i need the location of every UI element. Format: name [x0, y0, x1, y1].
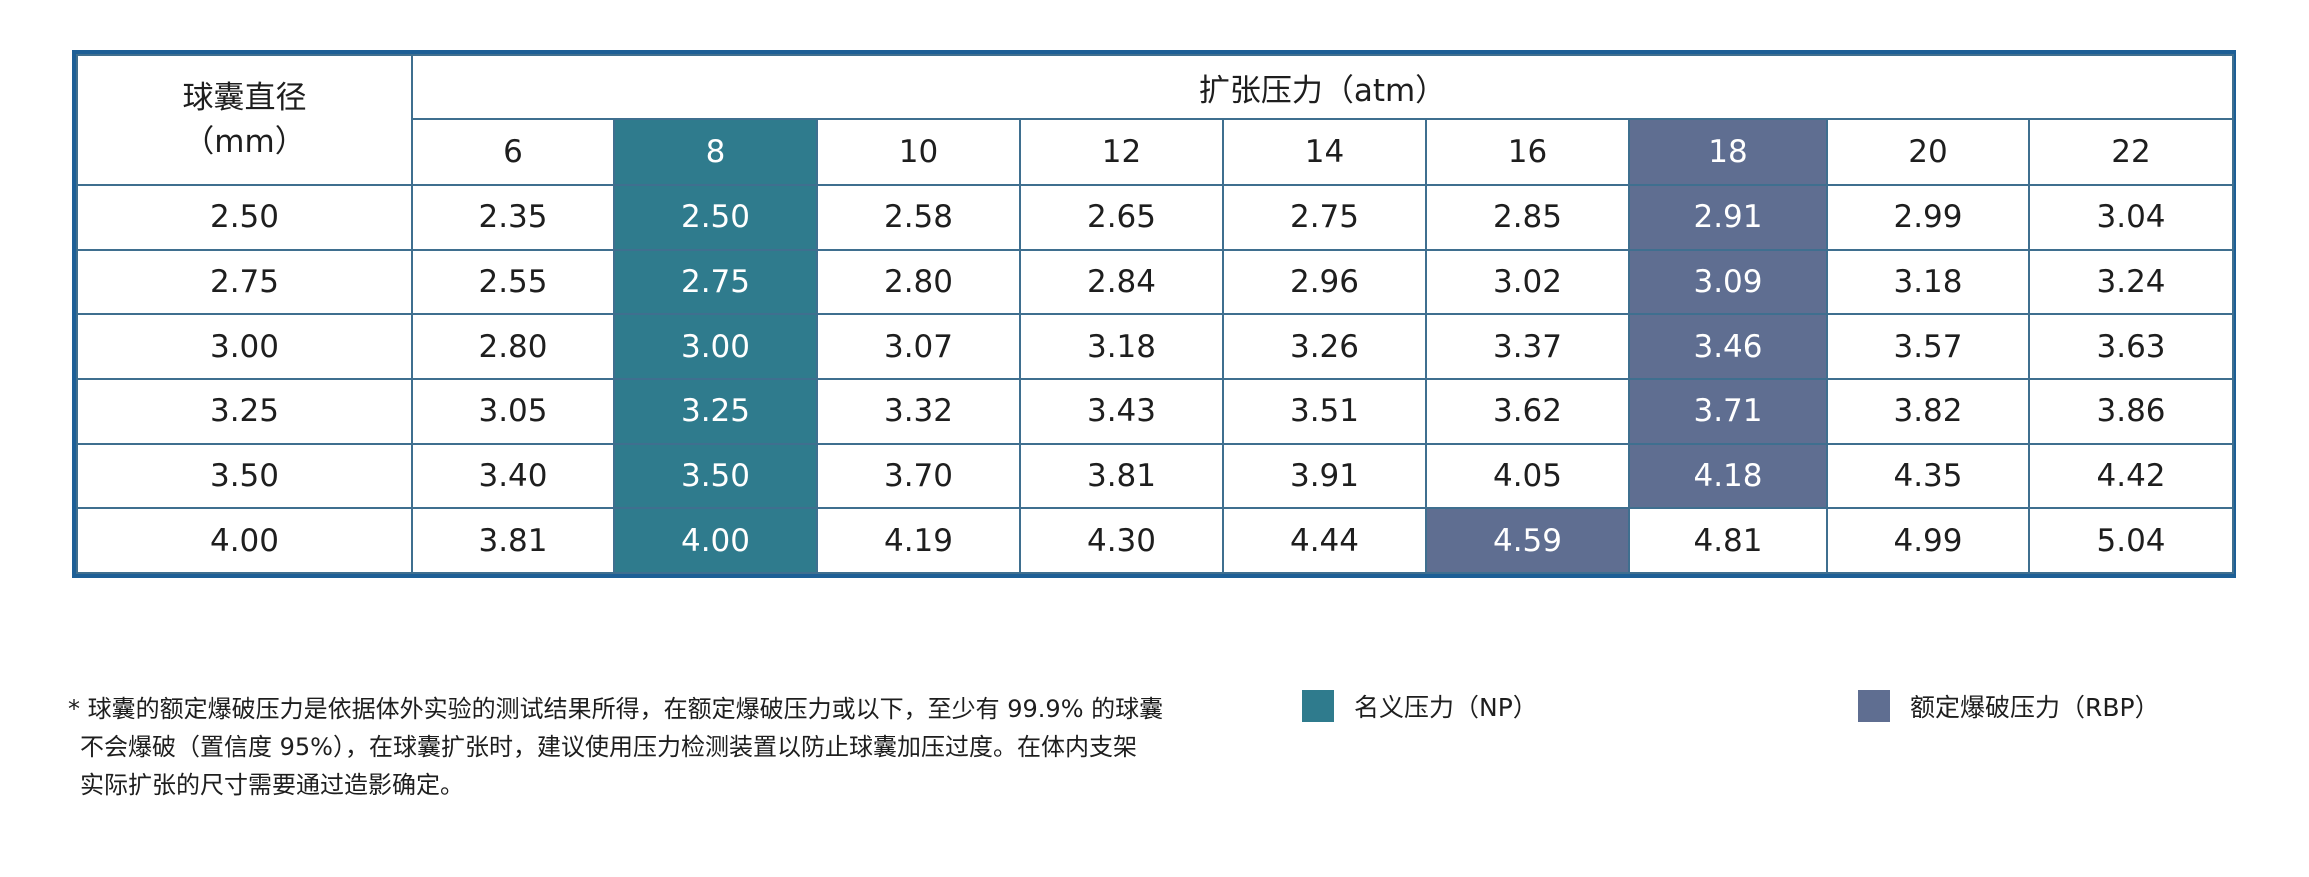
table-cell: 3.82 [1826, 377, 2030, 445]
row-diameter: 2.75 [76, 248, 413, 316]
pressure-header-14: 14 [1222, 118, 1427, 186]
pressure-header-6: 6 [411, 118, 615, 186]
footnote-line-3: 实际扩张的尺寸需要通过造影确定。 [80, 771, 464, 799]
table-cell: 3.26 [1222, 313, 1427, 380]
table-cell: 3.81 [411, 507, 615, 574]
table-cell-rbp: 4.59 [1425, 507, 1630, 574]
legend-rbp: 额定爆破压力（RBP） [1858, 688, 2160, 724]
table-cell: 4.44 [1222, 507, 1427, 574]
table-cell: 3.24 [2027, 248, 2235, 316]
pressure-header-12: 12 [1019, 118, 1224, 186]
table-cell: 2.84 [1019, 248, 1224, 316]
table-cell: 3.86 [2027, 377, 2235, 445]
pressure-header-16: 16 [1425, 118, 1630, 186]
table-cell-rbp: 3.09 [1628, 248, 1828, 316]
table-cell: 4.19 [816, 507, 1021, 574]
table-cell-rbp: 3.71 [1628, 377, 1828, 445]
table-cell: 3.07 [816, 313, 1021, 380]
diameter-label: 球囊直径 [182, 80, 307, 116]
table-cell: 4.35 [1826, 442, 2030, 510]
table-row: 2.75 2.55 2.75 2.80 2.84 2.96 3.02 3.09 … [76, 248, 2235, 316]
legend-rbp-label: 额定爆破压力（RBP） [1910, 693, 2160, 722]
row-diameter: 3.00 [76, 313, 413, 380]
table-cell: 3.63 [2027, 313, 2235, 380]
table-row: 3.50 3.40 3.50 3.70 3.81 3.91 4.05 4.18 … [76, 442, 2235, 510]
table-cell: 3.32 [816, 377, 1021, 445]
table-cell: 2.99 [1826, 184, 2030, 251]
table-cell: 3.51 [1222, 377, 1427, 445]
table-cell-np: 3.25 [613, 377, 818, 445]
table-cell: 3.81 [1019, 442, 1224, 510]
table-cell: 3.40 [411, 442, 615, 510]
table-cell: 2.85 [1425, 184, 1630, 251]
table-cell: 3.70 [816, 442, 1021, 510]
table-row: 3.25 3.05 3.25 3.32 3.43 3.51 3.62 3.71 … [76, 377, 2235, 445]
row-diameter: 4.00 [76, 507, 413, 574]
pressure-header-8-np: 8 [613, 118, 818, 186]
row-diameter: 3.50 [76, 442, 413, 510]
table-cell: 2.58 [816, 184, 1021, 251]
table-cell-np: 3.50 [613, 442, 818, 510]
footnote: * 球囊的额定爆破压力是依据体外实验的测试结果所得，在额定爆破压力或以下，至少有… [68, 690, 1238, 804]
table-row: 4.00 3.81 4.00 4.19 4.30 4.44 4.59 4.81 … [76, 507, 2235, 574]
rbp-swatch-icon [1858, 690, 1890, 722]
table-cell: 2.65 [1019, 184, 1224, 251]
pressure-header-20: 20 [1826, 118, 2030, 186]
row-diameter: 2.50 [76, 184, 413, 251]
pressure-header-row: 6 8 10 12 14 16 18 20 22 [77, 118, 2235, 186]
table-cell: 4.99 [1826, 507, 2030, 574]
np-swatch-icon [1302, 690, 1334, 722]
pressure-group-header: 扩张压力（atm） [410, 54, 2235, 120]
table-cell: 3.91 [1222, 442, 1427, 510]
table-cell-rbp: 2.91 [1628, 184, 1828, 251]
legend-np-label: 名义压力（NP） [1354, 693, 1538, 722]
footnote-line-2: 不会爆破（置信度 95%），在球囊扩张时，建议使用压力检测装置以防止球囊加压过度… [80, 733, 1137, 761]
table-cell: 5.04 [2027, 507, 2235, 574]
table-row: 3.00 2.80 3.00 3.07 3.18 3.26 3.37 3.46 … [76, 313, 2235, 380]
pressure-header-22: 22 [2027, 118, 2235, 186]
table-cell-np: 4.00 [613, 507, 818, 574]
table-row: 2.50 2.35 2.50 2.58 2.65 2.75 2.85 2.91 … [76, 184, 2235, 251]
table-cell: 3.04 [2027, 184, 2235, 251]
table-cell-np: 2.75 [613, 248, 818, 316]
table-cell: 2.35 [411, 184, 615, 251]
table-cell-rbp: 3.46 [1628, 313, 1828, 380]
footnote-line-1: * 球囊的额定爆破压力是依据体外实验的测试结果所得，在额定爆破压力或以下，至少有… [68, 695, 1164, 723]
row-diameter: 3.25 [76, 377, 413, 445]
table-cell: 4.30 [1019, 507, 1224, 574]
table-cell: 4.42 [2027, 442, 2235, 510]
table-cell: 3.05 [411, 377, 615, 445]
legend-np: 名义压力（NP） [1302, 688, 1538, 724]
diameter-column-header: 球囊直径 （mm） [76, 54, 413, 186]
pressure-header-10: 10 [816, 118, 1021, 186]
compliance-table: 球囊直径 （mm） 扩张压力（atm） 6 8 10 12 14 16 18 2… [76, 54, 2235, 574]
table-cell: 3.43 [1019, 377, 1224, 445]
table-cell: 2.96 [1222, 248, 1427, 316]
table-cell: 3.02 [1425, 248, 1630, 316]
table-cell: 3.18 [1019, 313, 1224, 380]
diameter-unit: （mm） [183, 124, 306, 160]
table-cell-rbp: 4.18 [1628, 442, 1828, 510]
compliance-table-frame: 球囊直径 （mm） 扩张压力（atm） 6 8 10 12 14 16 18 2… [72, 50, 2236, 578]
table-cell: 3.18 [1826, 248, 2030, 316]
table-cell: 2.80 [816, 248, 1021, 316]
table-cell: 4.81 [1628, 507, 1828, 574]
table-cell: 3.62 [1425, 377, 1630, 445]
table-cell-np: 2.50 [613, 184, 818, 251]
table-cell: 2.75 [1222, 184, 1427, 251]
table-cell: 4.05 [1425, 442, 1630, 510]
table-cell: 2.80 [411, 313, 615, 380]
table-cell: 2.55 [411, 248, 615, 316]
pressure-header-18-rbp: 18 [1628, 118, 1828, 186]
table-cell-np: 3.00 [613, 313, 818, 380]
table-cell: 3.37 [1425, 313, 1630, 380]
table-cell: 3.57 [1826, 313, 2030, 380]
